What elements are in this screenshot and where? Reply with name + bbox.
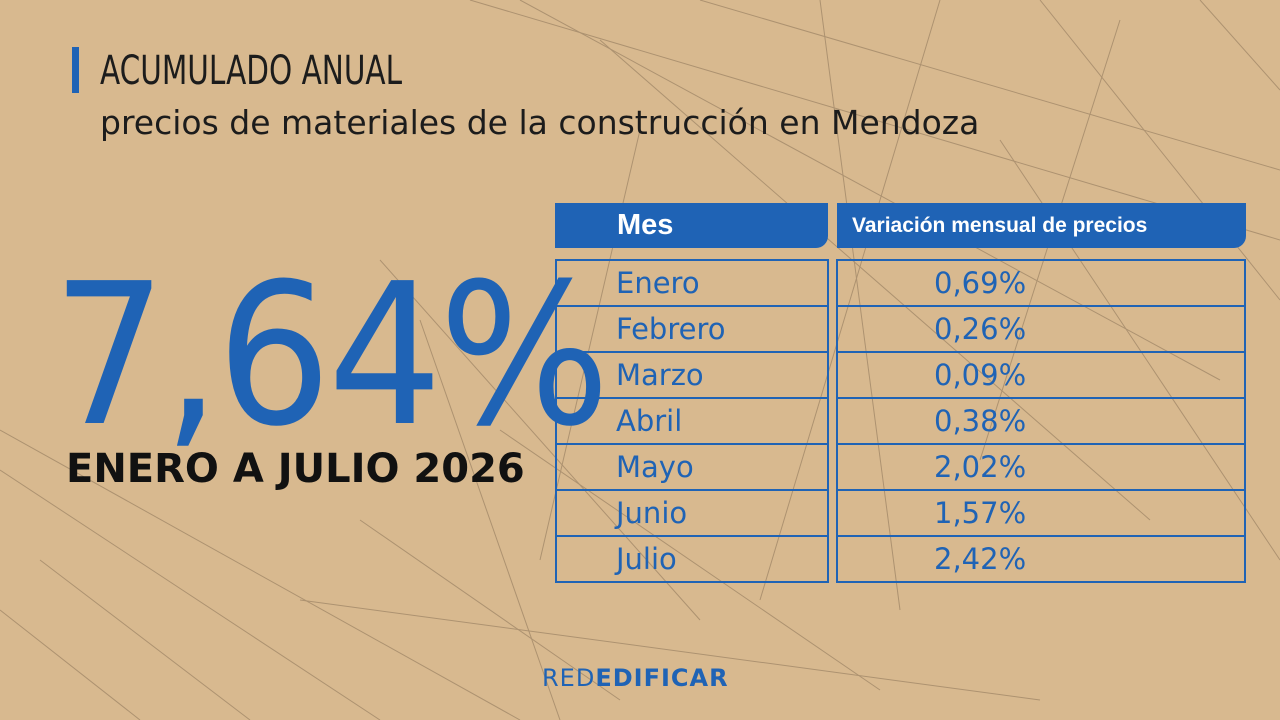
table-cell-value: 2,42% [934, 542, 1027, 576]
table-cell-value: 0,26% [838, 307, 1244, 353]
table-cell-month: Abril [557, 399, 827, 445]
logo-part-red: RED [542, 664, 596, 692]
page-title: ACUMULADO ANUAL [100, 48, 403, 94]
title-accent-bar [72, 47, 79, 93]
table-cell-month: Mayo [557, 445, 827, 491]
month-column: Enero Febrero Marzo Abril Mayo Junio Jul… [555, 259, 829, 583]
table-cell-value: 0,38% [838, 399, 1244, 445]
column-header-variation: Variación mensual de precios [837, 203, 1246, 248]
table-cell-month: Enero [557, 261, 827, 307]
table-cell-value: 2,02% [838, 445, 1244, 491]
logo-part-edificar: EDIFICAR [595, 664, 729, 692]
table-cell-month: Julio [616, 542, 677, 576]
period-label: ENERO A JULIO 2026 [66, 446, 525, 492]
table-cell-month: Junio [557, 491, 827, 537]
table-cell-value: 0,69% [838, 261, 1244, 307]
brand-logo: REDEDIFICAR [542, 664, 729, 692]
variation-column: 0,69% 0,26% 0,09% 0,38% 2,02% 1,57% 2,42… [836, 259, 1246, 583]
table-cell-value: 1,57% [838, 491, 1244, 537]
page-subtitle: precios de materiales de la construcción… [100, 103, 980, 142]
column-header-month: Mes [555, 203, 828, 248]
table-cell-value: 0,09% [838, 353, 1244, 399]
accumulated-value: 7,64% [52, 242, 610, 470]
table-cell-month: Febrero [557, 307, 827, 353]
table-cell-month: Marzo [557, 353, 827, 399]
